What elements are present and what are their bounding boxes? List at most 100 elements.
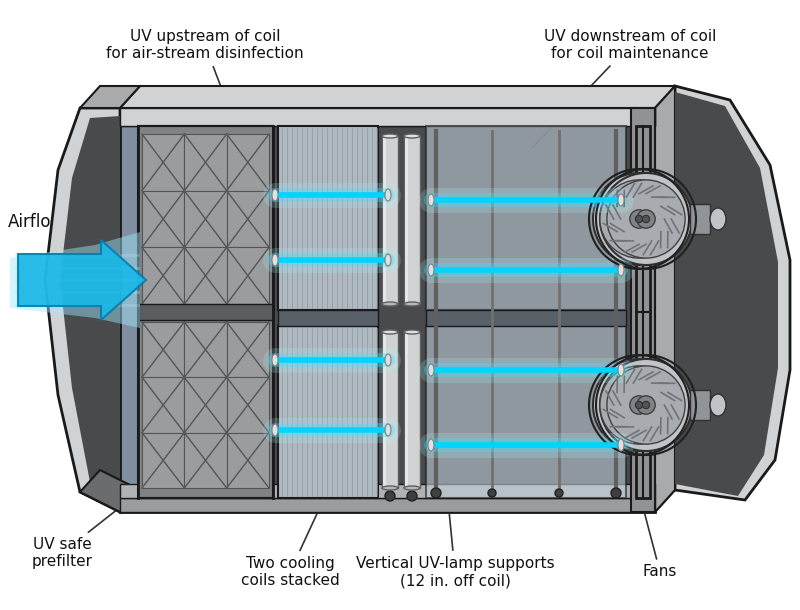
Ellipse shape xyxy=(404,330,420,334)
Text: Airflow: Airflow xyxy=(8,213,65,231)
Bar xyxy=(426,126,626,310)
Bar xyxy=(226,378,269,432)
Text: UV safe
prefilter: UV safe prefilter xyxy=(31,492,140,569)
Bar xyxy=(120,498,655,512)
Bar xyxy=(631,108,655,512)
Ellipse shape xyxy=(404,302,420,306)
Ellipse shape xyxy=(404,134,420,138)
FancyArrow shape xyxy=(18,240,146,320)
Bar xyxy=(142,432,184,488)
Circle shape xyxy=(600,366,678,444)
Ellipse shape xyxy=(382,302,398,306)
Bar xyxy=(226,134,269,191)
Polygon shape xyxy=(140,86,675,490)
Ellipse shape xyxy=(272,189,278,201)
Bar xyxy=(184,322,226,378)
Polygon shape xyxy=(120,108,655,126)
Circle shape xyxy=(600,180,678,258)
Polygon shape xyxy=(60,116,120,504)
Circle shape xyxy=(555,489,563,497)
Text: UV upstream of coil
for air-stream disinfection: UV upstream of coil for air-stream disin… xyxy=(106,29,304,148)
Bar xyxy=(120,108,655,512)
Ellipse shape xyxy=(385,189,391,201)
Bar xyxy=(142,191,184,247)
Circle shape xyxy=(407,491,417,501)
Bar xyxy=(120,108,655,126)
Bar xyxy=(142,378,184,432)
Bar xyxy=(690,390,710,420)
Circle shape xyxy=(630,396,648,414)
Ellipse shape xyxy=(428,264,434,276)
Circle shape xyxy=(637,396,655,414)
Bar xyxy=(404,332,420,488)
Circle shape xyxy=(642,215,650,223)
Circle shape xyxy=(385,491,395,501)
Polygon shape xyxy=(675,92,778,496)
Ellipse shape xyxy=(385,354,391,366)
Bar xyxy=(142,322,184,378)
Ellipse shape xyxy=(710,394,726,416)
Circle shape xyxy=(600,173,692,265)
Circle shape xyxy=(488,489,496,497)
Text: Fans: Fans xyxy=(640,495,677,580)
Ellipse shape xyxy=(382,330,398,334)
Circle shape xyxy=(635,401,642,409)
Ellipse shape xyxy=(428,439,434,451)
Bar xyxy=(138,304,273,320)
Polygon shape xyxy=(80,470,140,512)
Polygon shape xyxy=(655,86,675,512)
Bar xyxy=(382,332,398,488)
Bar xyxy=(382,136,398,304)
Bar xyxy=(278,326,378,498)
Ellipse shape xyxy=(710,208,726,230)
Bar xyxy=(278,126,378,310)
Circle shape xyxy=(611,488,621,498)
Circle shape xyxy=(593,173,685,265)
Ellipse shape xyxy=(385,254,391,266)
Bar xyxy=(142,134,184,191)
Bar xyxy=(278,310,378,326)
Text: Vertical UV-lamp supports
(12 in. off coil): Vertical UV-lamp supports (12 in. off co… xyxy=(356,483,554,588)
Circle shape xyxy=(593,359,685,451)
Bar xyxy=(226,432,269,488)
Ellipse shape xyxy=(618,439,624,451)
Bar xyxy=(404,136,420,304)
Ellipse shape xyxy=(428,194,434,206)
Circle shape xyxy=(600,359,692,451)
Circle shape xyxy=(630,210,648,228)
Bar xyxy=(184,191,226,247)
Ellipse shape xyxy=(428,364,434,376)
Circle shape xyxy=(431,488,441,498)
Ellipse shape xyxy=(404,486,420,490)
Bar xyxy=(636,126,650,498)
Ellipse shape xyxy=(382,134,398,138)
Bar xyxy=(426,326,626,498)
Bar xyxy=(184,134,226,191)
Bar xyxy=(226,191,269,247)
Bar xyxy=(142,247,184,304)
Bar xyxy=(226,247,269,304)
Ellipse shape xyxy=(272,424,278,436)
Ellipse shape xyxy=(385,424,391,436)
Bar xyxy=(184,378,226,432)
Polygon shape xyxy=(120,86,675,108)
Ellipse shape xyxy=(618,194,624,206)
Bar xyxy=(138,126,273,498)
Bar xyxy=(426,310,626,326)
Circle shape xyxy=(607,180,685,258)
Circle shape xyxy=(635,215,642,223)
Polygon shape xyxy=(45,108,120,512)
Bar xyxy=(184,432,226,488)
Circle shape xyxy=(607,366,685,444)
Text: UV downstream of coil
for coil maintenance: UV downstream of coil for coil maintenan… xyxy=(532,29,716,148)
Circle shape xyxy=(637,210,655,228)
Circle shape xyxy=(642,401,650,409)
Bar xyxy=(226,322,269,378)
Polygon shape xyxy=(120,490,675,512)
Ellipse shape xyxy=(618,264,624,276)
Ellipse shape xyxy=(272,254,278,266)
Ellipse shape xyxy=(272,354,278,366)
Polygon shape xyxy=(10,232,140,328)
Polygon shape xyxy=(675,86,790,500)
Ellipse shape xyxy=(382,486,398,490)
